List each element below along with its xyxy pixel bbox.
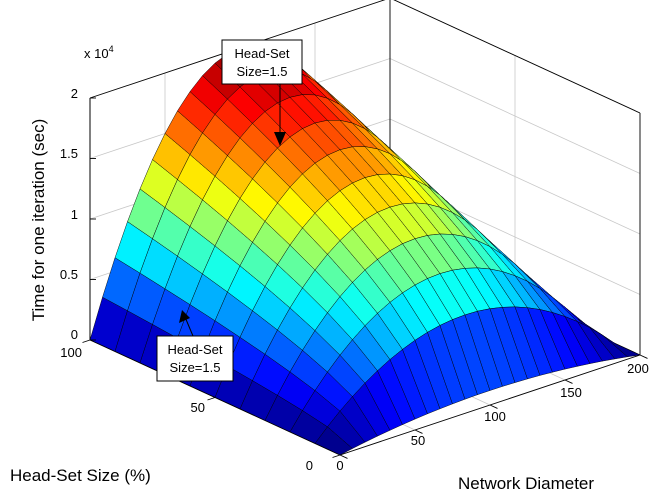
x-tick-mark	[489, 404, 498, 409]
x-tick-label: 0	[336, 458, 343, 473]
y-tick-mark	[332, 454, 341, 458]
y-tick-labels: 0 50 100	[60, 345, 313, 473]
x-tick-label: 50	[411, 433, 425, 448]
z-tick-label: 1.5	[60, 146, 78, 161]
y-tick-mark	[82, 339, 91, 343]
annotation-lower-arrowhead	[179, 310, 190, 323]
z-tick-label: 1	[71, 207, 78, 222]
z-tick-label: 2	[71, 86, 78, 101]
x-tick-mark	[639, 354, 648, 359]
z-exponent-label: x 104	[84, 44, 114, 61]
annotation-upper-box	[221, 39, 303, 85]
z-tick-label: 0	[71, 327, 78, 342]
y-tick-mark	[207, 397, 216, 401]
y-tick-label: 50	[191, 400, 205, 415]
y-axis-title: Head-Set Size (%)	[10, 466, 151, 485]
y-tick-label: 100	[60, 345, 82, 360]
z-tick-label: 0.5	[60, 267, 78, 282]
x-tick-mark	[414, 429, 423, 434]
surface-face	[602, 334, 641, 358]
x-tick-label: 100	[484, 409, 506, 424]
z-tick-labels: 0 0.5 1 1.5 2	[60, 86, 78, 342]
annotation-lower: Head-Set Size=1.5	[156, 310, 234, 382]
y-tick-label: 0	[306, 458, 313, 473]
x-tick-label: 200	[627, 361, 649, 376]
annotation-upper-arrowhead	[274, 132, 286, 146]
annotation-upper: Head-Set Size=1.5	[221, 39, 303, 146]
annotation-lower-arrow	[184, 316, 194, 337]
axes-box-front	[82, 97, 648, 459]
axes-edge	[393, 0, 641, 114]
x-tick-label: 150	[560, 385, 582, 400]
x-axis-title: Network Diameter	[458, 474, 594, 493]
z-axis-title: Time for one iteration (sec)	[29, 119, 48, 322]
surface-plot	[89, 45, 641, 456]
annotation-lower-box	[156, 335, 234, 382]
x-tick-labels: 0 50 100 150 200	[336, 361, 648, 473]
x-tick-mark	[339, 454, 348, 459]
x-tick-mark	[564, 379, 573, 384]
annotation-upper-line1: Head-Set	[235, 46, 290, 61]
annotation-upper-line2: Size=1.5	[237, 64, 288, 79]
annotation-lower-line2: Size=1.5	[170, 360, 221, 375]
annotation-lower-line1: Head-Set	[168, 342, 223, 357]
